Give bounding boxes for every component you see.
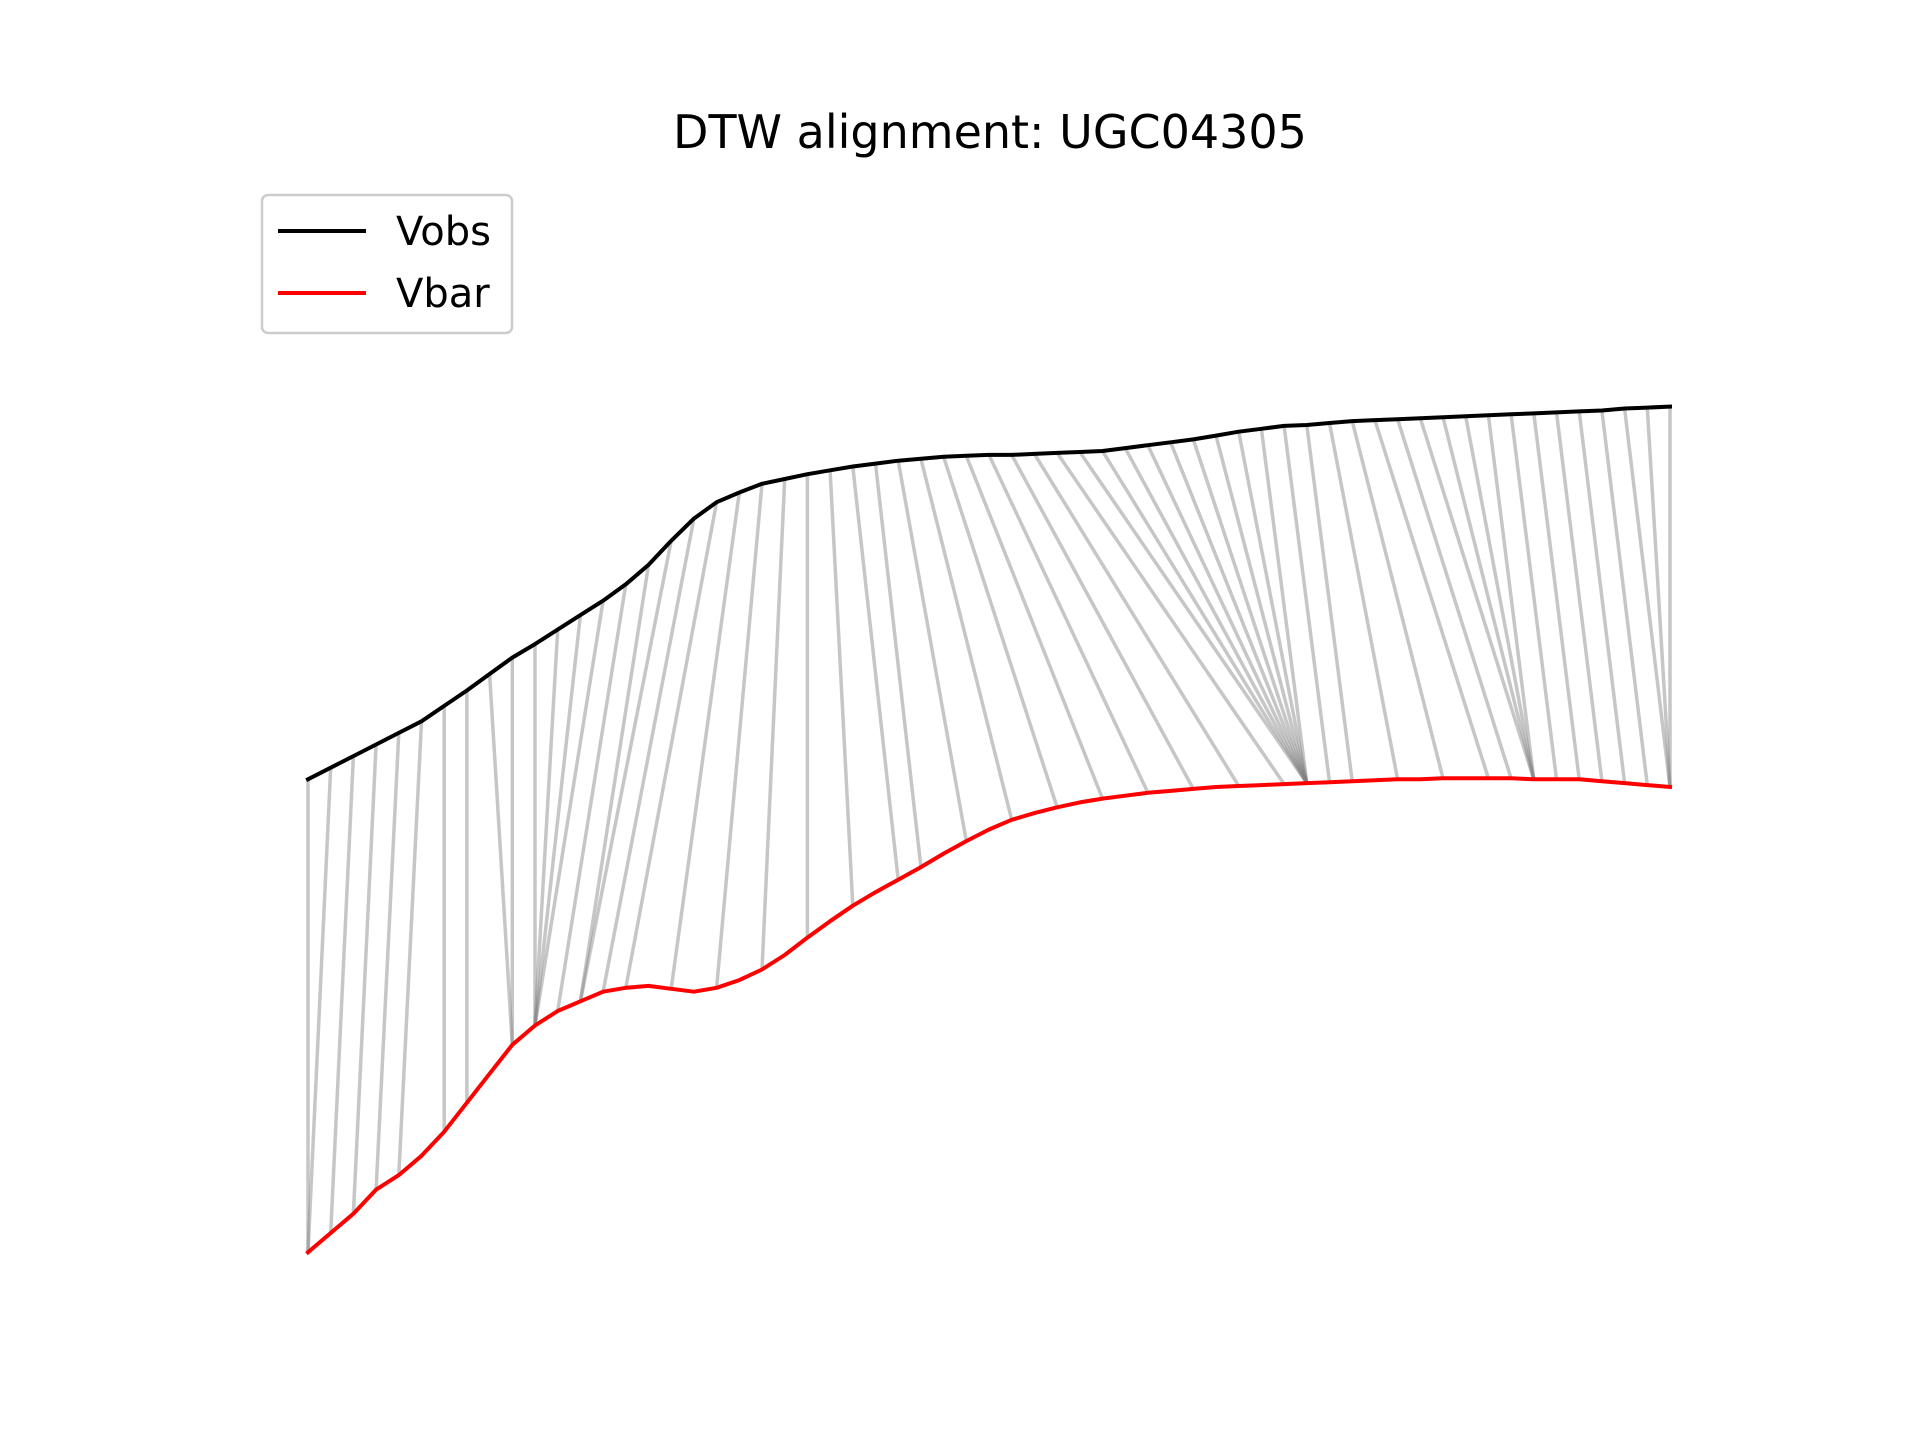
alignment-line-40 [1214, 435, 1309, 784]
alignment-line-17 [601, 518, 696, 993]
alignment-line-57 [1600, 410, 1650, 786]
alignment-line-32 [1032, 452, 1241, 787]
alignment-line-44 [1305, 424, 1354, 782]
alignment-line-48 [1395, 418, 1513, 779]
alignment-line-53 [1509, 414, 1559, 780]
legend-label-vobs: Vobs [396, 209, 491, 255]
alignment-line-4 [374, 732, 401, 1190]
alignment-line-42 [1259, 428, 1309, 784]
legend: Vobs Vbar [260, 193, 514, 335]
alignment-line-26 [896, 460, 969, 842]
alignment-line-14 [555, 584, 628, 1012]
alignment-line-30 [987, 454, 1150, 794]
alignment-line-27 [919, 458, 1014, 821]
alignment-line-21 [760, 478, 787, 970]
alignment-line-34 [1078, 451, 1309, 785]
alignment-line-29 [964, 455, 1105, 800]
alignment-lines [306, 406, 1672, 1253]
alignment-line-36 [1123, 447, 1309, 784]
alignment-line-45 [1327, 422, 1400, 780]
alignment-line-19 [669, 492, 742, 990]
series-line-vobs [305, 404, 1673, 782]
chart-title: DTW alignment: UGC04305 [673, 105, 1307, 159]
alignment-line-23 [828, 470, 855, 906]
alignment-line-13 [533, 600, 605, 1026]
alignment-line-11 [533, 629, 560, 1026]
alignment-line-31 [1010, 454, 1195, 790]
alignment-line-52 [1486, 415, 1536, 780]
alignment-line-24 [851, 466, 900, 880]
alignment-line-49 [1418, 417, 1536, 780]
alignment-line-28 [941, 456, 1059, 808]
alignment-line-12 [533, 614, 583, 1026]
alignment-line-35 [1101, 450, 1309, 785]
alignment-line-59 [1645, 407, 1672, 788]
alignment-line-16 [578, 540, 673, 1002]
alignment-line-20 [714, 483, 764, 988]
alignment-line-2 [328, 756, 356, 1234]
alignment-line-33 [1055, 451, 1286, 786]
alignment-line-25 [873, 463, 923, 868]
alignment-line-37 [1146, 444, 1309, 784]
alignment-line-41 [1236, 431, 1309, 784]
alignment-line-51 [1463, 415, 1536, 780]
alignment-line-55 [1554, 412, 1604, 782]
alignment-line-18 [624, 501, 719, 989]
alignment-line-8 [487, 673, 515, 1045]
alignment-line-43 [1282, 425, 1332, 783]
alignment-line-58 [1622, 408, 1672, 788]
alignment-line-5 [397, 721, 424, 1176]
alignment-line-56 [1577, 411, 1627, 784]
alignment-line-15 [578, 564, 651, 1002]
alignment-line-1 [306, 767, 333, 1253]
alignment-line-46 [1350, 420, 1445, 779]
alignment-line-38 [1168, 441, 1309, 784]
alignment-line-54 [1532, 413, 1581, 780]
series-line-vbar [305, 776, 1673, 1256]
legend-label-vbar: Vbar [396, 271, 490, 317]
alignment-line-47 [1373, 419, 1491, 779]
alignment-line-39 [1191, 438, 1309, 784]
alignment-line-50 [1441, 416, 1536, 780]
alignment-line-3 [351, 744, 378, 1214]
